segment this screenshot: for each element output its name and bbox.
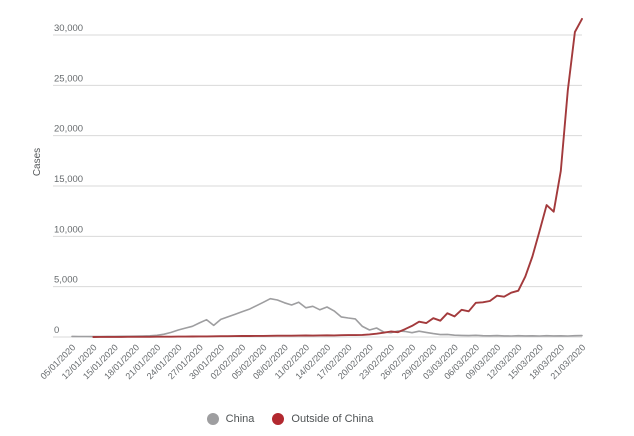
chart-legend: China Outside of China [0,404,580,434]
x-tick-labels: 05/01/202012/01/202015/01/202018/01/2020… [38,342,587,381]
legend-label-outside-of-china: Outside of China [291,413,374,425]
legend-label-china: China [225,413,255,425]
legend-item-outside-of-china[interactable]: Outside of China [272,413,373,425]
line-chart: 0 5,000 10,000 15,000 20,000 25,000 30,000 05/0… [32,17,587,381]
y-gridlines [53,34,582,338]
y-tick-label: 5,000 [54,275,78,286]
legend-item-china[interactable]: China [206,413,255,425]
y-tick-label: 0 [54,325,59,336]
legend-dot-outside-of-china-icon [272,413,285,425]
y-tick-label: 10,000 [54,224,83,235]
legend-dot-china-icon [206,413,219,425]
y-tick-label: 20,000 [54,124,83,135]
y-tick-label: 25,000 [54,73,83,84]
y-tick-label: 15,000 [54,174,83,185]
y-axis-title: Cases [32,148,43,176]
y-tick-labels: 0 5,000 10,000 15,000 20,000 25,000 30,000 [54,23,83,336]
series-line-china [71,297,583,338]
series-line-outside-of-china [92,17,583,338]
y-tick-label: 30,000 [54,23,83,34]
